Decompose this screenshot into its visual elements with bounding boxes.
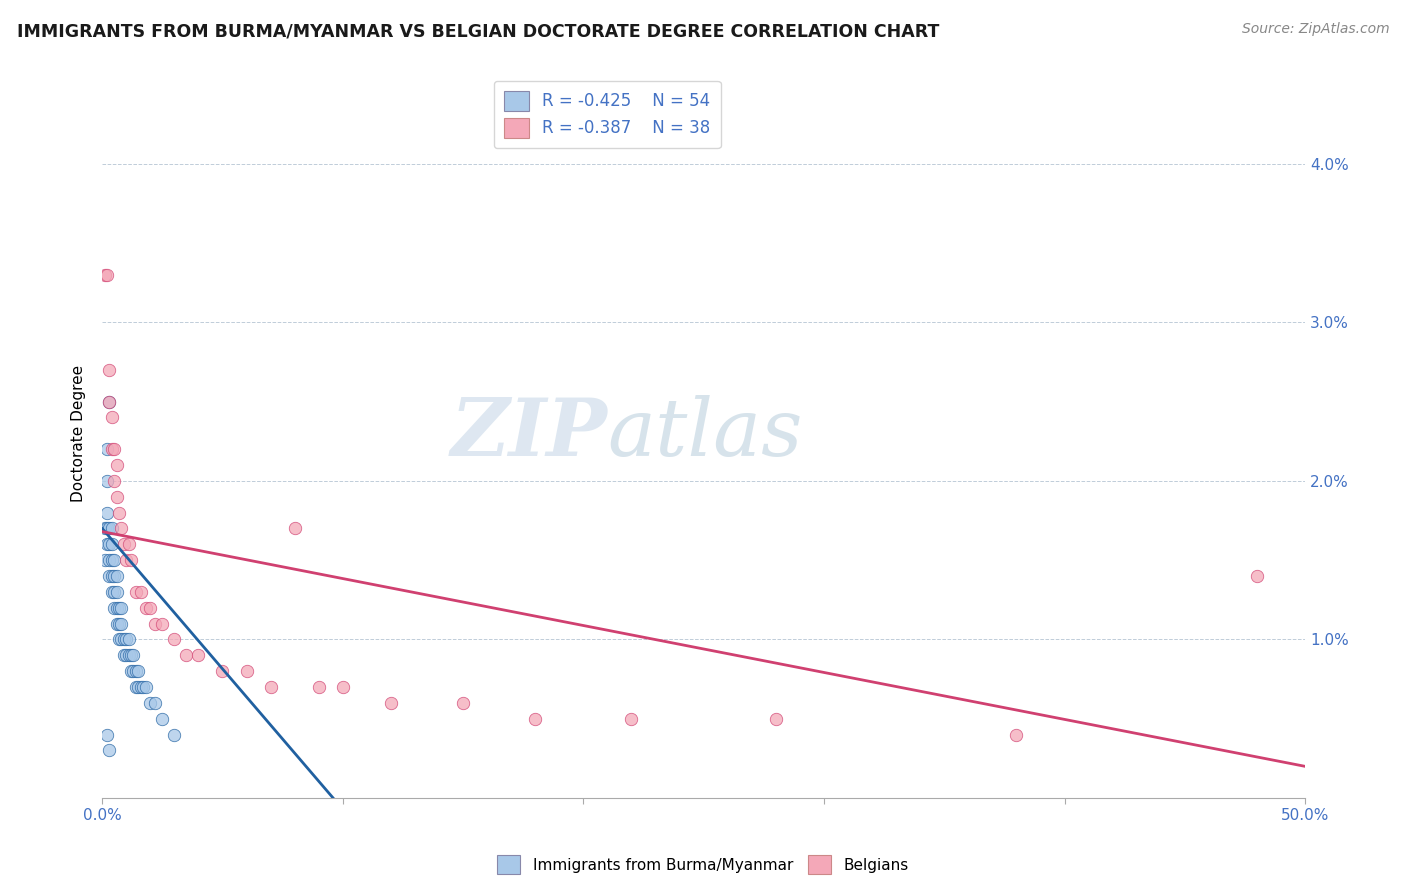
Point bbox=[96, 728, 118, 742]
Text: ZIP: ZIP bbox=[450, 394, 607, 472]
Point bbox=[105, 458, 128, 472]
Point bbox=[163, 728, 186, 742]
Point bbox=[332, 680, 354, 694]
Point bbox=[93, 521, 115, 535]
Point bbox=[105, 569, 128, 583]
Point bbox=[101, 537, 124, 551]
Point bbox=[122, 648, 145, 663]
Point bbox=[1005, 728, 1028, 742]
Point bbox=[143, 696, 166, 710]
Point bbox=[1246, 569, 1268, 583]
Point bbox=[98, 363, 121, 377]
Point bbox=[110, 600, 132, 615]
Point bbox=[98, 394, 121, 409]
Point bbox=[176, 648, 198, 663]
Point bbox=[108, 632, 131, 647]
Point bbox=[103, 553, 125, 567]
Point bbox=[108, 506, 131, 520]
Point bbox=[118, 648, 141, 663]
Point bbox=[163, 632, 186, 647]
Point bbox=[187, 648, 209, 663]
Y-axis label: Doctorate Degree: Doctorate Degree bbox=[72, 365, 86, 502]
Point bbox=[284, 521, 307, 535]
Point bbox=[139, 600, 162, 615]
Point bbox=[143, 616, 166, 631]
Point bbox=[134, 680, 156, 694]
Point bbox=[98, 743, 121, 757]
Point bbox=[112, 632, 135, 647]
Text: IMMIGRANTS FROM BURMA/MYANMAR VS BELGIAN DOCTORATE DEGREE CORRELATION CHART: IMMIGRANTS FROM BURMA/MYANMAR VS BELGIAN… bbox=[17, 22, 939, 40]
Point bbox=[98, 394, 121, 409]
Point bbox=[98, 569, 121, 583]
Point bbox=[103, 474, 125, 488]
Point bbox=[118, 632, 141, 647]
Point bbox=[98, 537, 121, 551]
Point bbox=[620, 712, 643, 726]
Point bbox=[103, 585, 125, 599]
Point bbox=[235, 664, 257, 678]
Point bbox=[120, 664, 142, 678]
Point bbox=[112, 537, 135, 551]
Point bbox=[118, 537, 141, 551]
Point bbox=[127, 664, 149, 678]
Point bbox=[103, 569, 125, 583]
Point bbox=[93, 268, 115, 282]
Point bbox=[127, 680, 149, 694]
Point bbox=[110, 521, 132, 535]
Point bbox=[524, 712, 547, 726]
Point bbox=[125, 585, 148, 599]
Point bbox=[115, 553, 138, 567]
Text: Source: ZipAtlas.com: Source: ZipAtlas.com bbox=[1241, 22, 1389, 37]
Point bbox=[150, 616, 173, 631]
Point bbox=[101, 585, 124, 599]
Point bbox=[120, 553, 142, 567]
Point bbox=[105, 600, 128, 615]
Point bbox=[129, 585, 152, 599]
Point bbox=[101, 569, 124, 583]
Point bbox=[380, 696, 402, 710]
Point bbox=[96, 474, 118, 488]
Point bbox=[451, 696, 474, 710]
Point bbox=[108, 616, 131, 631]
Point bbox=[98, 521, 121, 535]
Point bbox=[125, 664, 148, 678]
Point bbox=[103, 442, 125, 457]
Point bbox=[96, 268, 118, 282]
Point bbox=[96, 442, 118, 457]
Point bbox=[259, 680, 281, 694]
Point bbox=[129, 680, 152, 694]
Point bbox=[105, 585, 128, 599]
Legend: R = -0.425    N = 54, R = -0.387    N = 38: R = -0.425 N = 54, R = -0.387 N = 38 bbox=[494, 80, 721, 148]
Point bbox=[101, 442, 124, 457]
Point bbox=[134, 600, 156, 615]
Point bbox=[765, 712, 787, 726]
Point bbox=[101, 553, 124, 567]
Point bbox=[105, 490, 128, 504]
Text: atlas: atlas bbox=[607, 394, 803, 472]
Point bbox=[101, 410, 124, 425]
Point bbox=[103, 600, 125, 615]
Point bbox=[96, 537, 118, 551]
Point bbox=[98, 553, 121, 567]
Point bbox=[112, 648, 135, 663]
Point bbox=[139, 696, 162, 710]
Legend: Immigrants from Burma/Myanmar, Belgians: Immigrants from Burma/Myanmar, Belgians bbox=[491, 849, 915, 880]
Point bbox=[132, 680, 155, 694]
Point bbox=[101, 521, 124, 535]
Point bbox=[96, 521, 118, 535]
Point bbox=[110, 632, 132, 647]
Point bbox=[122, 664, 145, 678]
Point bbox=[125, 680, 148, 694]
Point bbox=[93, 553, 115, 567]
Point bbox=[115, 648, 138, 663]
Point bbox=[120, 648, 142, 663]
Point bbox=[105, 616, 128, 631]
Point bbox=[110, 616, 132, 631]
Point bbox=[150, 712, 173, 726]
Point bbox=[211, 664, 233, 678]
Point bbox=[108, 600, 131, 615]
Point bbox=[115, 632, 138, 647]
Point bbox=[308, 680, 330, 694]
Point bbox=[96, 506, 118, 520]
